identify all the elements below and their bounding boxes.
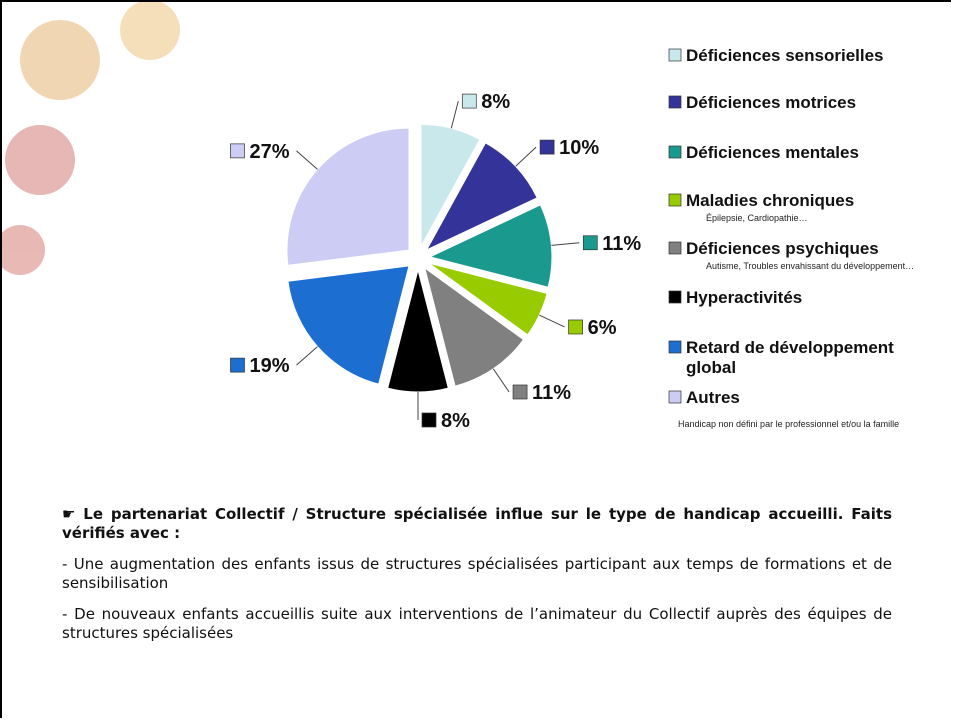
value-label: 8% — [441, 410, 470, 432]
leader-line — [450, 100, 459, 129]
leader-line — [539, 314, 565, 328]
slice — [420, 123, 481, 247]
value-label: 8% — [481, 91, 510, 113]
legend-note: Épilepsie, Cardiopathie… — [706, 213, 808, 223]
label-swatch — [539, 139, 555, 155]
value-label: 11% — [532, 382, 571, 404]
legend-label: Déficiences sensorielles — [686, 46, 884, 65]
slice — [428, 262, 548, 336]
slice — [287, 265, 410, 385]
label-swatch — [512, 384, 528, 400]
label-swatch — [582, 235, 598, 251]
legend-swatch — [668, 145, 682, 159]
decoration — [0, 0, 180, 275]
legend-swatch — [668, 95, 682, 109]
slice — [423, 266, 525, 387]
legend-label: Déficiences motrices — [686, 93, 856, 112]
decor-shape — [0, 225, 45, 275]
legend-swatch — [668, 390, 682, 404]
value-label: 19% — [249, 355, 289, 377]
legend-swatch — [668, 290, 682, 304]
value-label: 6% — [588, 317, 617, 339]
legend-label: Hyperactivités — [686, 288, 802, 307]
legend-note: Handicap non défini par le professionnel… — [678, 419, 899, 429]
leader-line — [515, 146, 537, 167]
value-label: 10% — [559, 137, 599, 159]
decor-shape — [20, 20, 100, 100]
legend-note: Autisme, Troubles envahissant du dévelop… — [706, 261, 914, 271]
legend-swatch — [668, 241, 682, 255]
heading: ☛ Le partenariat Collectif / Structure s… — [62, 505, 892, 542]
legend-swatch — [668, 193, 682, 207]
legend-label: Retard de développement global — [686, 338, 894, 377]
item: - Une augmentation des enfants issus de … — [62, 555, 892, 592]
label-swatch — [421, 412, 437, 428]
leader-line — [296, 150, 318, 170]
legend-swatch — [668, 48, 682, 62]
item: - De nouveaux enfants accueillis suite a… — [62, 605, 892, 642]
slice — [425, 142, 538, 251]
legend-label: Autres — [686, 388, 740, 407]
leader-line — [296, 346, 318, 366]
label-swatch — [230, 357, 245, 373]
decor-shape — [120, 0, 180, 60]
legend-swatch — [668, 340, 682, 354]
legend-label: Déficiences mentales — [686, 143, 859, 162]
label-swatch — [568, 319, 583, 335]
slice — [387, 269, 449, 393]
label-swatch — [230, 143, 245, 159]
leader-line — [551, 242, 580, 246]
legend-label: Déficiences psychiques — [686, 239, 879, 258]
slice — [286, 127, 410, 266]
legend-label: Maladies chroniques — [686, 191, 854, 210]
decor-shape — [5, 125, 75, 195]
value-label: 11% — [602, 233, 641, 255]
value-label: 27% — [249, 141, 289, 163]
text-block: ☛ Le partenariat Collectif / Structure s… — [62, 505, 892, 655]
leader-line — [492, 368, 510, 393]
label-swatch — [461, 93, 477, 109]
